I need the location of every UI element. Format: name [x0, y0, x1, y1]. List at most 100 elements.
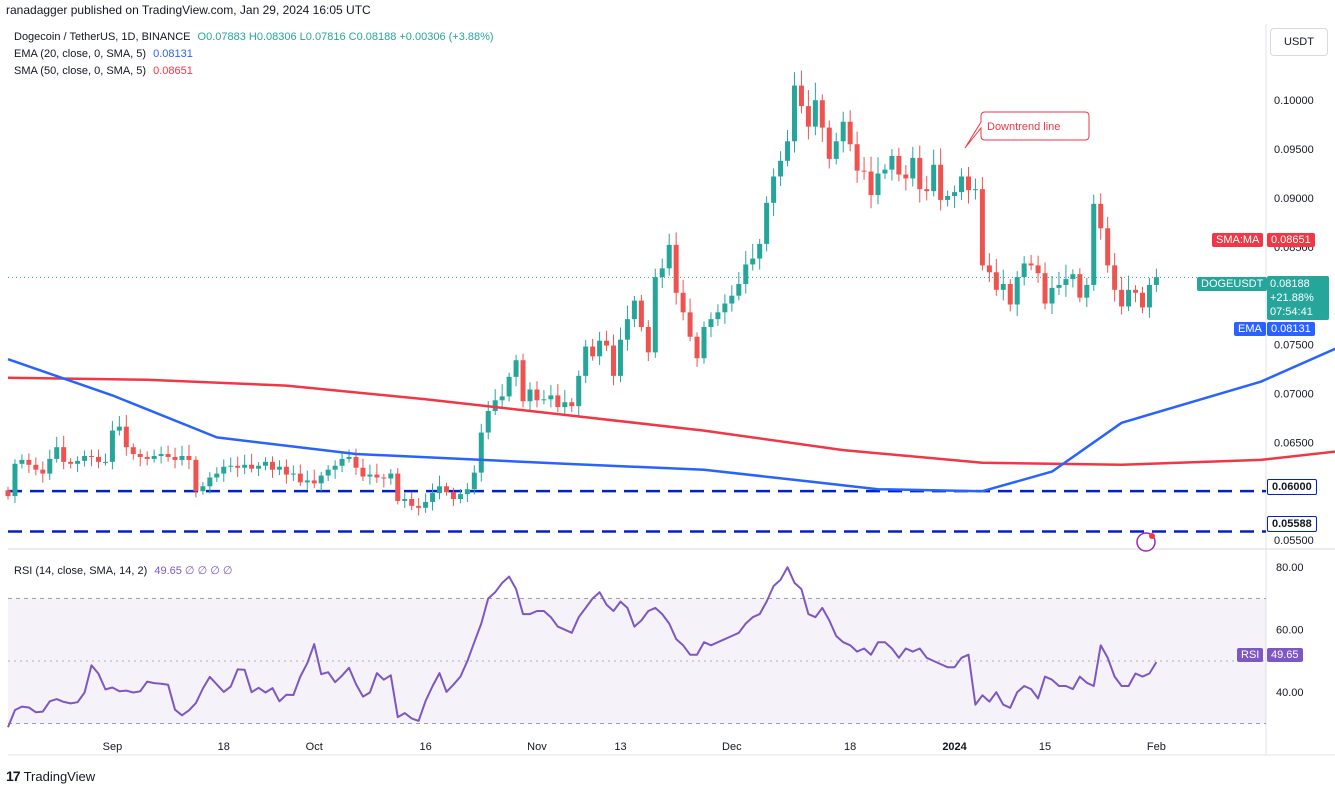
candle-body — [116, 426, 122, 431]
candle-body — [1105, 228, 1111, 266]
candle-body — [249, 464, 255, 469]
price-tick-label: 0.06500 — [1274, 437, 1314, 449]
annotation-callout[interactable] — [964, 111, 1090, 149]
candle-body — [680, 292, 686, 313]
rsi-legend-label[interactable]: RSI (14, close, SMA, 14, 2) — [14, 565, 148, 577]
ema-20-line[interactable] — [7, 174, 1335, 493]
candle-body — [207, 477, 213, 487]
time-tick-label: Oct — [306, 741, 323, 753]
rsi-line[interactable] — [7, 566, 1158, 728]
ema-legend-label[interactable]: EMA (20, close, 0, SMA, 5) — [14, 48, 147, 60]
time-tick-label: 2024 — [942, 741, 967, 753]
symbol-tag: DOGEUSDT — [1197, 277, 1268, 291]
candle-body — [1098, 203, 1104, 229]
candle-body — [785, 141, 791, 161]
candle-body — [708, 319, 714, 327]
candle-body — [819, 100, 825, 128]
sma-legend: SMA (50, close, 0, SMA, 5) 0.08651 — [14, 65, 193, 77]
last-price-box: 0.08188 +21.88% 07:54:41 — [1267, 276, 1329, 320]
candle-body — [33, 464, 39, 470]
candle-body — [214, 473, 220, 478]
candle-body — [945, 196, 951, 200]
candle-body — [729, 295, 735, 304]
candle-body — [1063, 279, 1069, 285]
candle-body — [778, 160, 784, 177]
candle-body — [861, 170, 867, 172]
candle-body — [889, 155, 895, 170]
candle-body — [965, 176, 971, 191]
sma-50-line[interactable] — [7, 206, 1335, 467]
candle-body — [952, 192, 958, 197]
candle-body — [659, 268, 665, 278]
candle-body — [200, 486, 206, 492]
price-tick-label: 0.09500 — [1274, 144, 1314, 156]
support-label-1: 0.06000 — [1267, 479, 1317, 495]
sma-legend-label[interactable]: SMA (50, close, 0, SMA, 5) — [14, 65, 147, 77]
candle-body — [26, 459, 32, 465]
candle-body — [102, 461, 108, 463]
publish-info: ranadagger published on TradingView.com,… — [6, 3, 371, 17]
time-tick-label: 18 — [844, 741, 856, 753]
change-percent: +21.88% — [1270, 292, 1314, 304]
candle-body — [520, 360, 526, 402]
candle-body — [1112, 265, 1118, 290]
rsi-legend-values: 49.65 ∅ ∅ ∅ ∅ — [154, 565, 233, 577]
candle-body — [694, 336, 700, 359]
candle-body — [5, 490, 11, 497]
candle-body — [527, 389, 533, 402]
candle-body — [555, 395, 561, 408]
candle-body — [931, 164, 937, 192]
candle-body — [353, 456, 359, 468]
candle-body — [534, 389, 540, 401]
candle-body — [1021, 263, 1027, 278]
candle-body — [457, 494, 463, 499]
candle-body — [715, 312, 721, 320]
candle-body — [416, 505, 422, 508]
time-tick-label: 15 — [1039, 741, 1051, 753]
candle-body — [165, 454, 171, 457]
candle-body — [109, 430, 115, 462]
candle-body — [179, 455, 185, 460]
candle-body — [875, 173, 881, 196]
symbol-title[interactable]: Dogecoin / TetherUS, 1D, BINANCE — [14, 31, 191, 43]
ema-price-label: 0.08131 — [1267, 322, 1315, 336]
tradingview-logo-icon: 17 — [6, 768, 21, 784]
candle-body — [771, 176, 777, 203]
candle-body — [19, 459, 25, 464]
candle-body — [47, 458, 53, 474]
last-price: 0.08188 — [1270, 278, 1310, 290]
candle-body — [304, 480, 310, 483]
candle-body — [624, 319, 630, 340]
candle-body — [332, 465, 338, 470]
candle-body — [283, 466, 289, 475]
rsi-tick-label: 60.00 — [1276, 625, 1304, 637]
candle-body — [840, 121, 846, 142]
sma-price-label: 0.08651 — [1267, 233, 1315, 247]
candle-body — [1028, 263, 1034, 266]
time-tick-label: 16 — [419, 741, 431, 753]
candle-body — [158, 454, 164, 456]
candle-body — [1139, 292, 1145, 308]
tradingview-logo[interactable]: 17 TradingView — [6, 768, 95, 784]
candle-body — [186, 455, 192, 460]
candle-body — [764, 202, 770, 244]
candle-body — [367, 474, 373, 477]
candle-body — [938, 164, 944, 200]
currency-button[interactable]: USDT — [1270, 28, 1328, 56]
candle-body — [54, 447, 60, 459]
price-tick-label: 0.10000 — [1274, 95, 1314, 107]
candle-body — [701, 326, 707, 359]
candle-body — [924, 189, 930, 192]
candle-body — [1000, 283, 1006, 290]
price-tick-label: 0.09000 — [1274, 193, 1314, 205]
bar-countdown: 07:54:41 — [1270, 306, 1313, 318]
candle-body — [437, 486, 443, 494]
candle-body — [130, 447, 136, 455]
candle-body — [1049, 287, 1055, 304]
candle-body — [833, 141, 839, 159]
candle-body — [666, 244, 672, 269]
candle-body — [61, 447, 67, 462]
candle-body — [263, 461, 269, 466]
candle-body — [1007, 283, 1013, 305]
